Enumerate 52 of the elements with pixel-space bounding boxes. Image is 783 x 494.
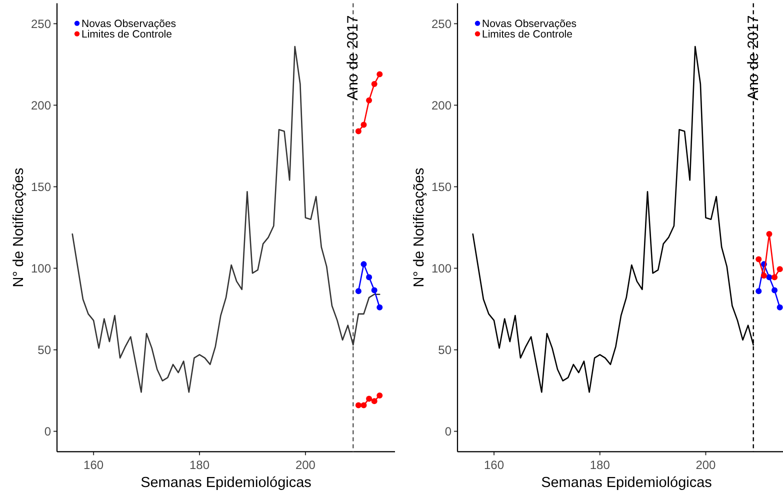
legend-label: Limites de Controle — [482, 28, 573, 40]
point — [376, 304, 383, 310]
point — [766, 231, 772, 238]
point — [371, 398, 378, 404]
point — [360, 122, 367, 128]
point — [355, 128, 362, 134]
x-tick-label: 180 — [590, 458, 610, 472]
x-tick-label: 160 — [484, 458, 504, 472]
y-tick-label: 50 — [38, 342, 52, 357]
x-axis-title: Semanas Epidemiológicas — [541, 475, 712, 492]
legend-label: Novas Observações — [82, 18, 176, 30]
y-axis-title: N° de Notificações — [412, 168, 428, 288]
point — [756, 256, 762, 262]
x-axis-title: Semanas Epidemiológicas — [140, 475, 312, 492]
point — [360, 261, 367, 268]
y-tick-label: 250 — [431, 16, 452, 31]
point — [772, 274, 778, 280]
x-tick-label: 180 — [189, 458, 210, 472]
point — [376, 392, 383, 398]
point — [366, 97, 372, 104]
y-tick-label: 100 — [431, 261, 452, 276]
point — [355, 402, 362, 408]
point — [366, 274, 372, 280]
x-tick-label: 200 — [696, 458, 716, 472]
point — [355, 288, 362, 294]
y-tick-label: 250 — [30, 16, 52, 31]
x-tick-label: 200 — [295, 458, 316, 472]
y-tick-label: 0 — [44, 424, 52, 439]
y-tick-label: 200 — [30, 98, 52, 112]
point — [360, 402, 367, 408]
point — [366, 396, 372, 402]
point — [371, 287, 378, 294]
y-axis-title: N° de Notificações — [11, 168, 27, 288]
point — [776, 266, 783, 272]
x-tick-label: 160 — [84, 458, 104, 472]
point — [772, 287, 778, 294]
ref-line-label: Ano de 2017 — [344, 15, 362, 100]
y-tick-label: 0 — [444, 424, 452, 439]
point — [376, 71, 383, 78]
y-tick-label: 150 — [30, 180, 52, 194]
legend-label: Limites de Controle — [82, 28, 172, 40]
y-tick-label: 100 — [30, 261, 52, 276]
point — [776, 304, 783, 310]
y-tick-label: 200 — [431, 98, 452, 112]
y-tick-label: 50 — [438, 342, 452, 357]
legend-label: Novas Observações — [482, 18, 577, 30]
point — [371, 81, 378, 88]
point — [756, 288, 762, 294]
y-tick-label: 150 — [431, 180, 452, 194]
point — [760, 272, 767, 279]
point — [766, 274, 772, 280]
ref-line-label: Ano de 2017 — [744, 15, 762, 100]
